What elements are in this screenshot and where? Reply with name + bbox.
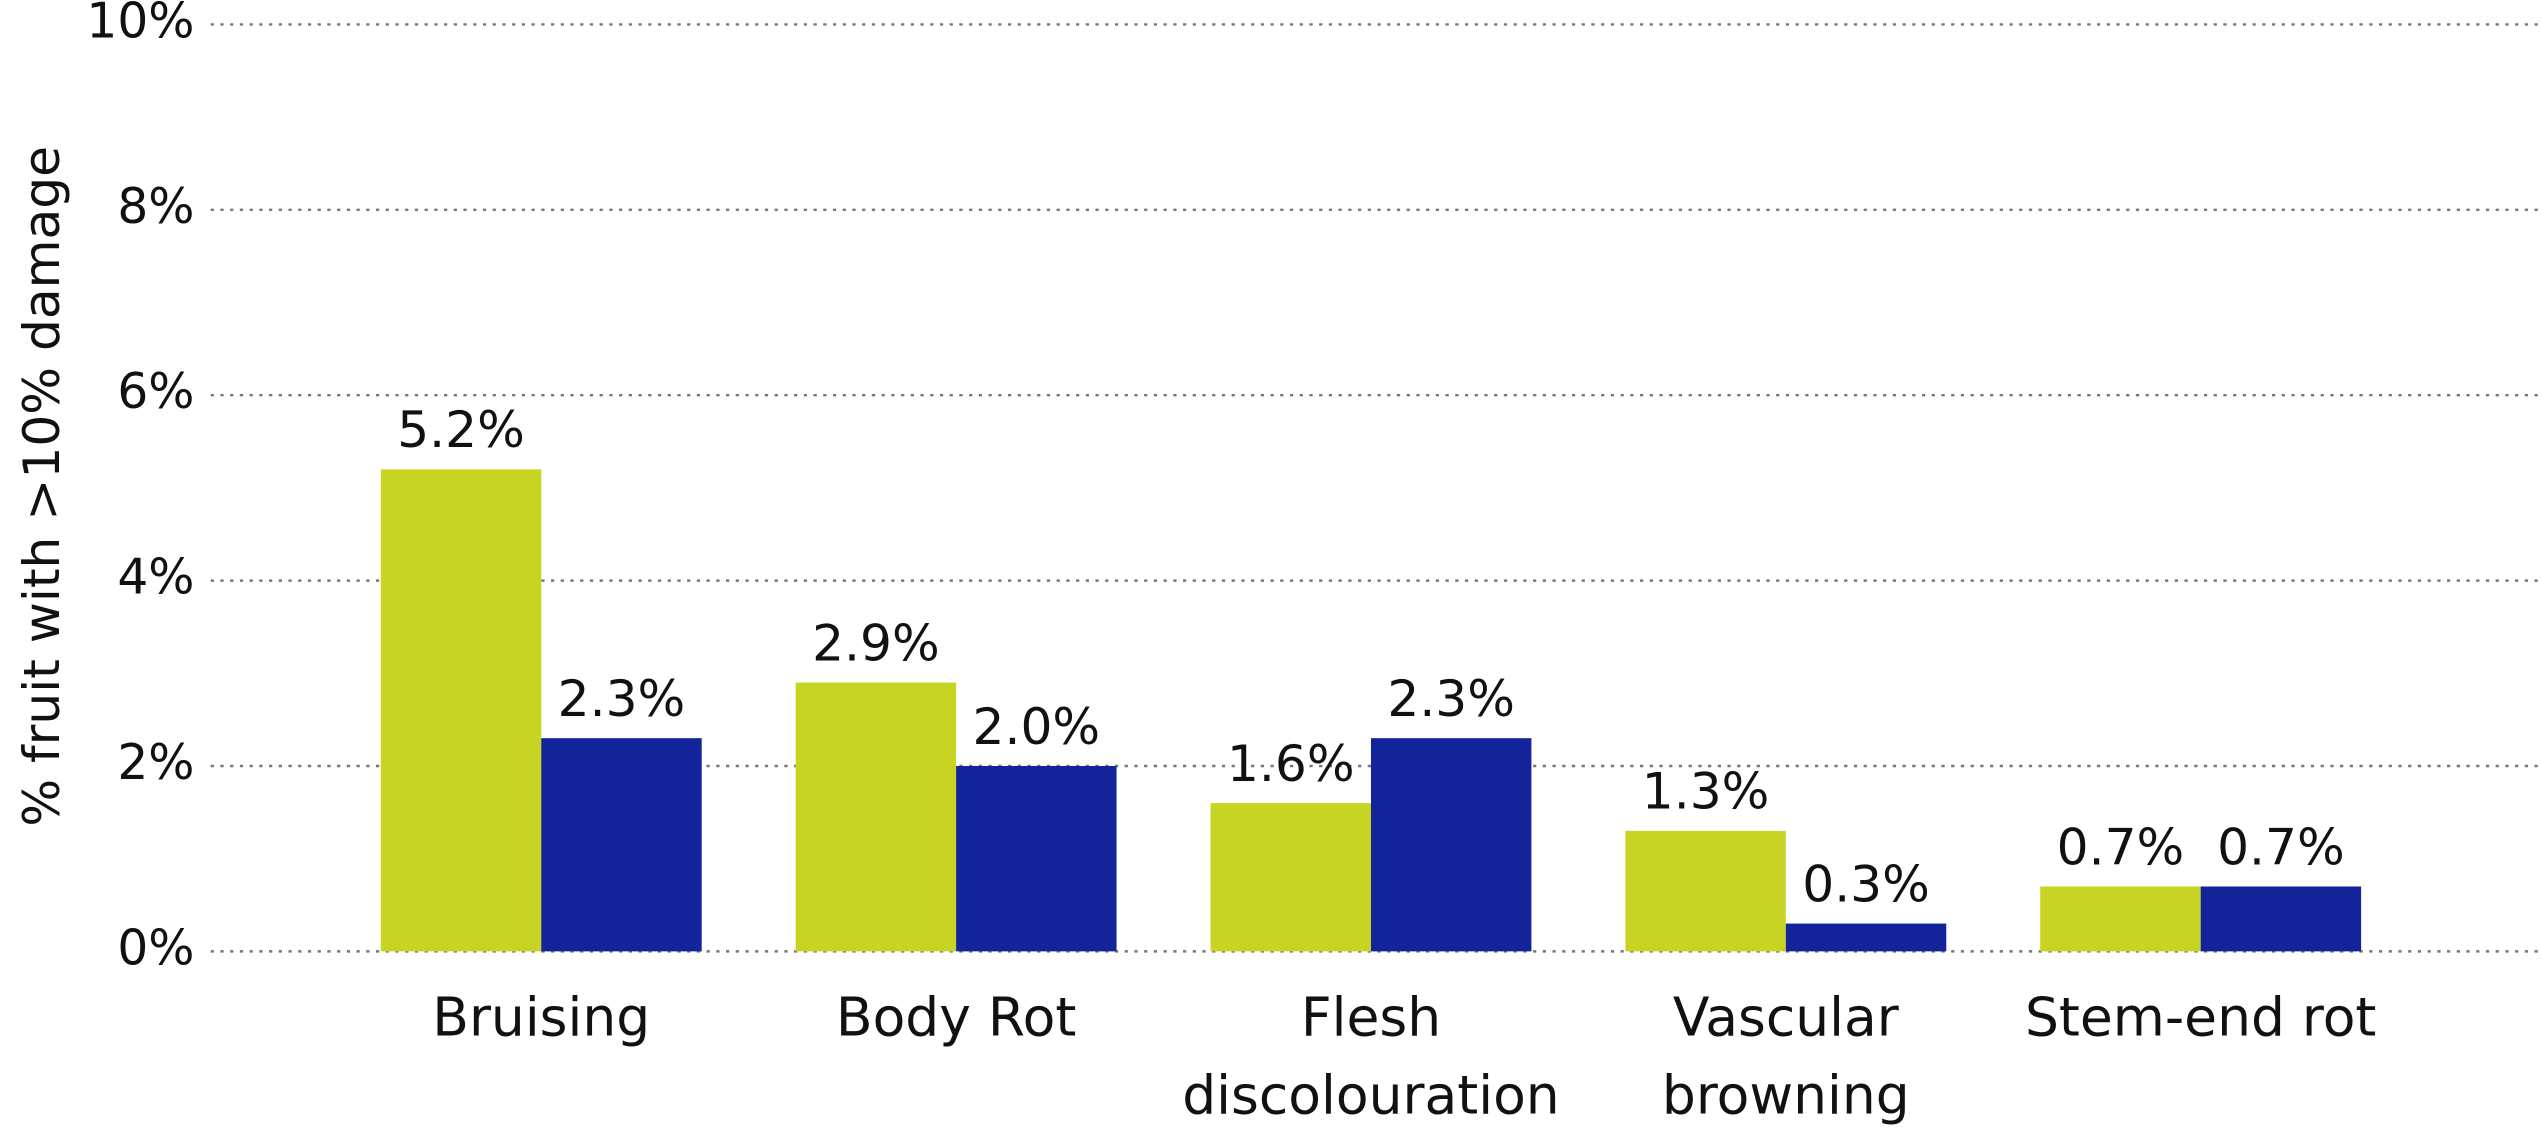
y-tick-label: 2% [117,735,194,791]
data-label: 0.3% [1802,854,1930,913]
y-tick-label: 6% [117,364,194,420]
data-label: 2.3% [558,669,686,728]
bar [1785,923,1947,952]
bar [795,682,957,952]
bar [380,469,542,952]
x-tick-label-box: Stem-end rot [2024,985,2377,1049]
data-label: 2.3% [1387,669,1515,728]
x-tick-label-box: Bruising [432,985,651,1049]
bar [2200,886,2362,952]
x-tick-label-box: Flesh discolouration [1182,985,1560,1127]
y-tick-label: 10% [86,0,194,49]
data-label: 0.7% [2217,817,2345,876]
data-label: 5.2% [397,400,525,459]
x-tick-label: Bruising [432,985,651,1049]
bar [956,765,1117,952]
x-tick-label: Flesh discolouration [1182,985,1560,1127]
bar [1625,830,1786,952]
y-axis-label: % fruit with >10% damage [12,146,71,827]
bar [1210,803,1371,952]
y-tick-label: 0% [117,920,194,976]
y-tick-label: 4% [117,550,194,606]
bar [1370,738,1532,952]
data-label: 0.7% [2057,817,2185,876]
x-tick-label: Stem-end rot [2024,985,2377,1049]
bar [541,738,702,952]
data-label: 2.9% [812,613,940,672]
x-tick-label-box: Vascular browning [1661,985,1910,1127]
data-label: 2.0% [973,697,1101,756]
x-tick-label: Vascular browning [1661,985,1910,1127]
bar [2040,886,2201,952]
y-tick-label: 8% [117,179,194,235]
data-label: 1.3% [1642,762,1770,821]
data-label: 1.6% [1227,734,1355,793]
x-tick-label: Body Rot [835,985,1077,1049]
x-tick-label-box: Body Rot [835,985,1077,1049]
